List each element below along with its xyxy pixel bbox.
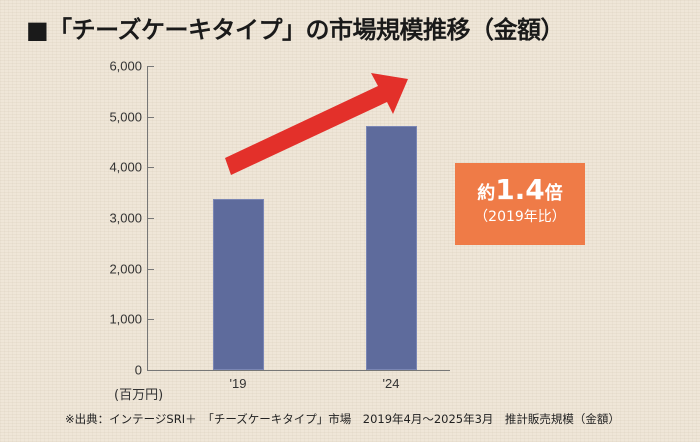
ytick-1000: 1,000 [109, 311, 142, 327]
tick-mark [147, 117, 154, 118]
tick-mark [147, 269, 154, 270]
xlabel-2024: '24 [382, 376, 400, 391]
bar-2019 [213, 199, 264, 370]
bar-2024 [366, 126, 417, 370]
source-note: ※出典：インテージSRI＋ 「チーズケーキタイプ」市場 2019年4月～2025… [65, 412, 620, 426]
tick-mark [147, 66, 154, 67]
tick-mark [147, 167, 154, 168]
ytick-3000: 3,000 [109, 210, 142, 226]
ytick-6000: 6,000 [109, 58, 142, 74]
ytick-4000: 4,000 [109, 159, 142, 175]
ytick-2000: 2,000 [109, 261, 142, 277]
growth-main: 約1.4倍 [477, 173, 563, 206]
x-axis [147, 370, 450, 371]
growth-callout: 約1.4倍 （2019年比） [455, 163, 585, 245]
ytick-0: 0 [134, 362, 142, 378]
y-axis-unit: (百万円) [114, 388, 164, 403]
tick-mark [147, 319, 154, 320]
ytick-5000: 5,000 [109, 109, 142, 125]
chart-title: ■「チーズケーキタイプ」の市場規模推移（金額） [26, 16, 564, 44]
xlabel-2019: '19 [229, 376, 247, 391]
tick-mark [147, 218, 154, 219]
growth-sub: （2019年比） [474, 209, 566, 225]
